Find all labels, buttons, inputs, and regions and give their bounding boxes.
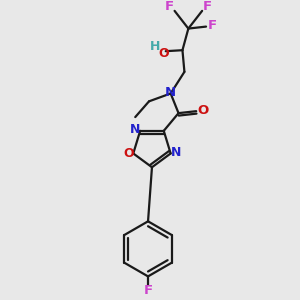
Text: F: F (143, 284, 153, 297)
Text: H: H (150, 40, 160, 53)
Text: N: N (170, 146, 181, 159)
Text: F: F (202, 0, 211, 14)
Text: F: F (165, 0, 174, 14)
Text: O: O (197, 104, 209, 117)
Text: O: O (158, 46, 169, 60)
Text: F: F (207, 19, 217, 32)
Text: N: N (130, 123, 140, 136)
Text: N: N (165, 86, 176, 99)
Text: O: O (123, 147, 134, 160)
